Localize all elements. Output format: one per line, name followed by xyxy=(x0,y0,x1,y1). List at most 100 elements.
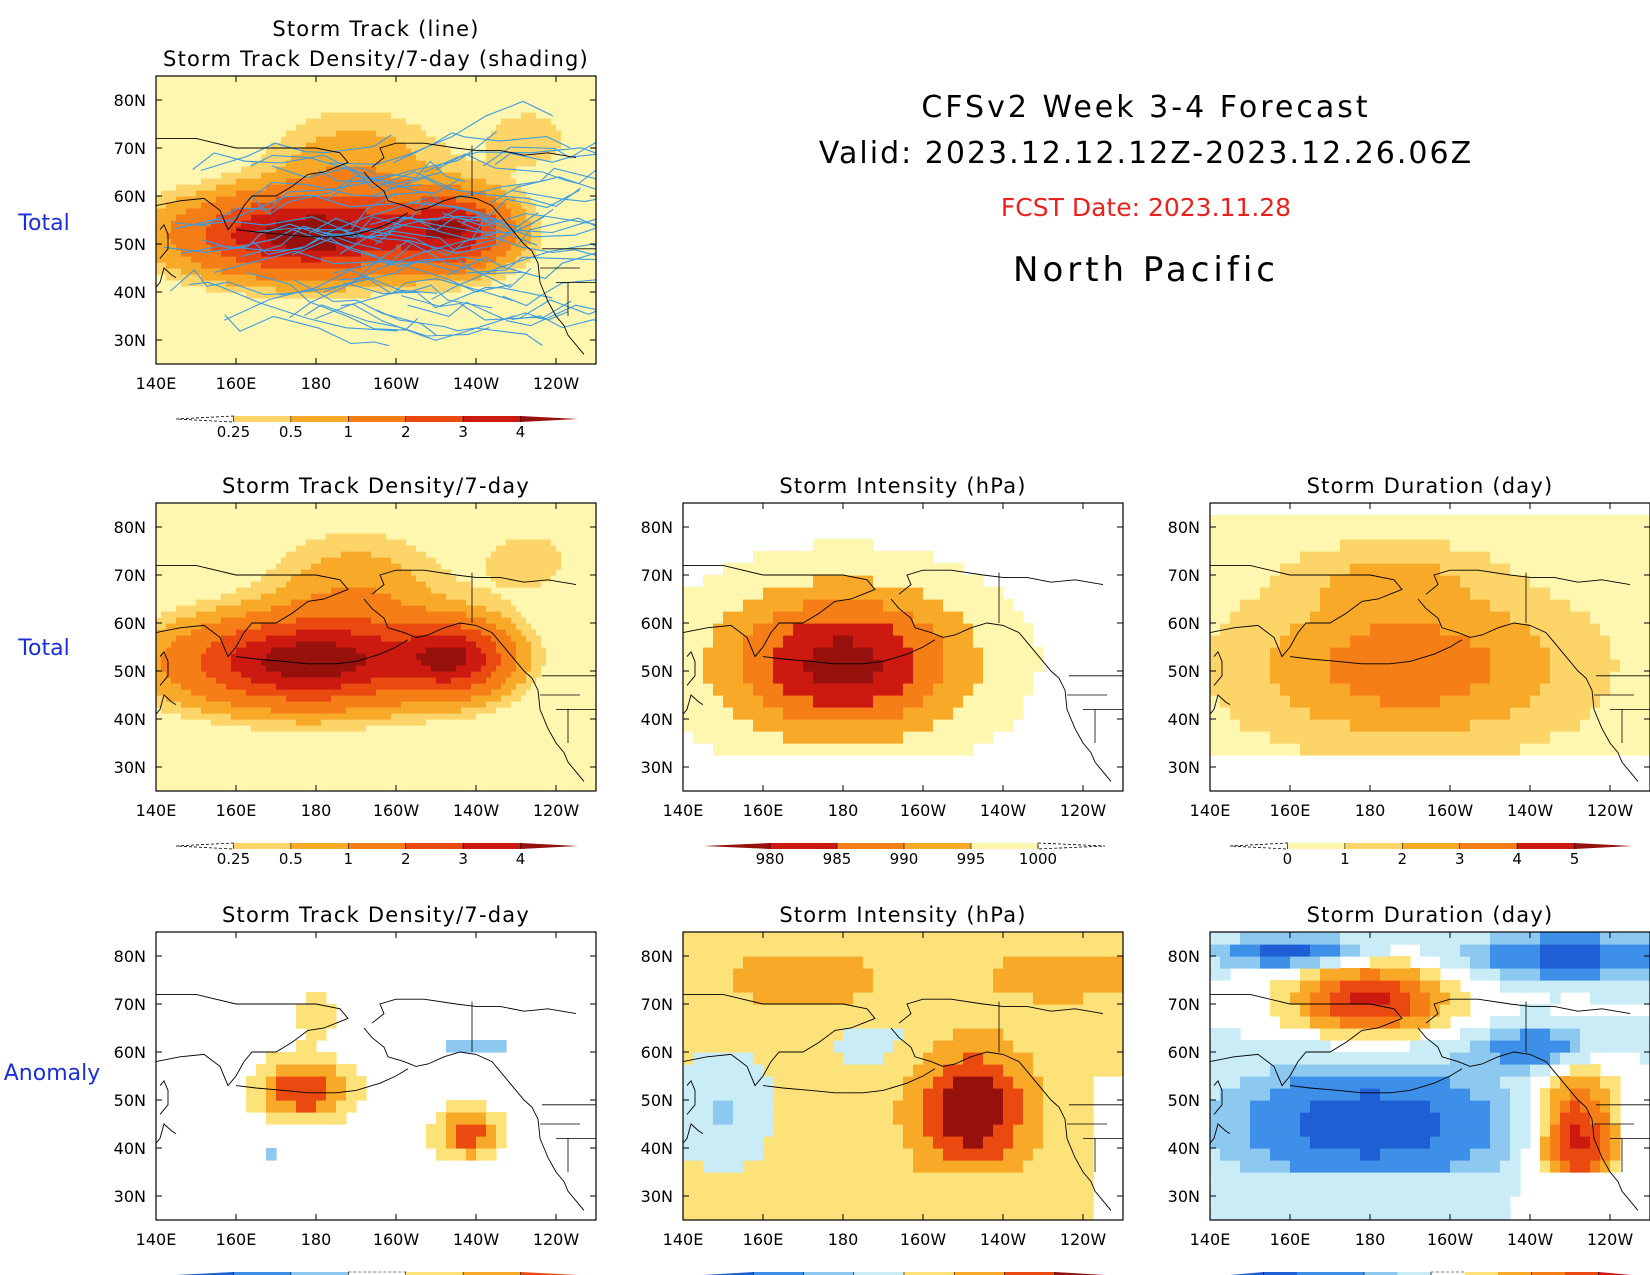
map-frame xyxy=(682,502,1124,792)
lon-tick-label: 140E xyxy=(1190,801,1231,820)
colorbar-swatch xyxy=(290,1272,349,1275)
coastlines xyxy=(156,993,585,1211)
map-frame xyxy=(155,931,597,1221)
colorbar-swatch xyxy=(1464,1272,1499,1275)
panel-track: Storm Track (line) Storm Track Density/7-… xyxy=(114,17,597,441)
lon-tick-label: 140E xyxy=(663,1230,704,1249)
lat-tick-label: 80N xyxy=(1168,518,1200,537)
colorbar-swatch xyxy=(703,1272,754,1275)
colorbar-swatch xyxy=(175,842,234,850)
boundaries xyxy=(998,572,1123,743)
colorbar-label: 2 xyxy=(401,850,411,868)
boundaries xyxy=(998,1001,1123,1172)
colorbar: -0.9-0.6-0.30.30.60.9 xyxy=(176,1271,578,1275)
colorbar-swatch xyxy=(1037,842,1106,850)
colorbar-label: 4 xyxy=(1512,850,1522,868)
panel-duration-anom: Storm Duration (day) 140E 160E 180 160W 140W 1… xyxy=(1168,903,1650,1275)
lat-tick-label: 40N xyxy=(114,1139,146,1158)
row-label-track: Total xyxy=(17,211,69,236)
lat-tick-label: 30N xyxy=(114,1187,146,1206)
lat-tick-label: 80N xyxy=(114,518,146,537)
lon-tick-label: 180 xyxy=(301,374,332,393)
lon-tick-label: 180 xyxy=(828,1230,859,1249)
lat-tick-label: 50N xyxy=(641,1091,673,1110)
lat-tick-label: 40N xyxy=(1168,1139,1200,1158)
lat-tick-label: 50N xyxy=(114,1091,146,1110)
lat-tick-label: 30N xyxy=(114,331,146,350)
coastlines xyxy=(156,564,585,782)
boundaries xyxy=(1525,572,1650,743)
lon-tick-label: 140E xyxy=(663,801,704,820)
panel-density-total: Storm Track Density/7-day 140E 160E 180 160W… xyxy=(114,474,597,868)
panel-duration-total: Storm Duration (day) 140E 160E 180 160W 140W 1… xyxy=(1168,474,1650,868)
colorbar: -6-4-20246 xyxy=(703,1272,1105,1275)
lon-tick-label: 140W xyxy=(453,801,500,820)
colorbar-label: 0.25 xyxy=(217,423,250,441)
boundaries xyxy=(471,1001,596,1172)
lat-tick-label: 70N xyxy=(114,139,146,158)
lon-tick-label: 160W xyxy=(900,801,947,820)
lat-tick-label: 30N xyxy=(1168,1187,1200,1206)
colorbar-swatch xyxy=(463,416,521,422)
lat-tick-label: 30N xyxy=(1168,758,1200,777)
colorbar-swatch xyxy=(703,843,770,849)
colorbar-label: 0 xyxy=(1283,850,1293,868)
lat-tick-label: 70N xyxy=(641,995,673,1014)
coastlines xyxy=(683,564,1112,782)
colorbar-swatch xyxy=(290,843,349,849)
colorbar-label: 0.5 xyxy=(279,850,303,868)
colorbar-swatch xyxy=(347,1271,407,1275)
header-valid-range: Valid: 2023.12.12.12Z-2023.12.26.06Z xyxy=(819,136,1473,171)
colorbar-label: 1000 xyxy=(1019,850,1057,868)
map-field xyxy=(683,503,1123,791)
lat-tick-label: 40N xyxy=(114,710,146,729)
colorbar-label: 2 xyxy=(401,423,411,441)
colorbar-label: 5 xyxy=(1570,850,1580,868)
colorbar-label: 1 xyxy=(1340,850,1350,868)
lat-tick-label: 70N xyxy=(114,995,146,1014)
lat-tick-label: 50N xyxy=(1168,1091,1200,1110)
colorbar-swatch xyxy=(405,843,464,849)
panel-title: Storm Track Density/7-day xyxy=(222,903,530,927)
colorbar-swatch xyxy=(1402,843,1461,849)
panel-title: Storm Track Density/7-day xyxy=(222,474,530,498)
colorbar-swatch xyxy=(803,1272,855,1275)
lon-tick-label: 120W xyxy=(1587,801,1634,820)
lon-tick-label: 180 xyxy=(1355,1230,1386,1249)
lon-tick-label: 140E xyxy=(136,374,177,393)
map-frame xyxy=(1209,931,1650,1221)
lon-tick-label: 140E xyxy=(1190,1230,1231,1249)
panel-intensity-total: Storm Intensity (hPa) 140E 160E 180 160W 140W… xyxy=(641,474,1124,868)
lon-tick-label: 160E xyxy=(216,801,257,820)
lon-tick-label: 160E xyxy=(1270,1230,1311,1249)
colorbar-swatch xyxy=(904,1272,955,1275)
colorbar-swatch xyxy=(1565,1272,1599,1275)
lon-tick-label: 160E xyxy=(743,801,784,820)
header-title: CFSv2 Week 3-4 Forecast xyxy=(921,90,1370,125)
colorbar-swatch xyxy=(971,843,1039,849)
lat-tick-label: 80N xyxy=(114,91,146,110)
colorbar: -0.4-0.200.20.4 xyxy=(1230,1271,1632,1275)
colorbar-label: 990 xyxy=(890,850,919,868)
row-labels: Total Total Anomaly xyxy=(4,211,101,1086)
colorbar: 980 985 990 995 1000 xyxy=(703,842,1106,868)
lat-tick-label: 70N xyxy=(641,566,673,585)
colorbar-swatch xyxy=(405,416,464,422)
map-frame xyxy=(155,75,597,365)
map-field xyxy=(683,932,1123,1220)
lon-tick-label: 120W xyxy=(1060,801,1107,820)
panels-layer: Storm Track (line) Storm Track Density/7-… xyxy=(114,17,1650,1275)
header-block: CFSv2 Week 3-4 Forecast Valid: 2023.12.1… xyxy=(819,90,1473,290)
colorbar-swatch xyxy=(1004,1272,1056,1275)
coastlines xyxy=(156,137,585,355)
colorbar-swatch xyxy=(1531,1272,1566,1275)
colorbar-swatch xyxy=(1598,1272,1632,1275)
colorbar-label: 2 xyxy=(1398,850,1408,868)
colorbar-swatch xyxy=(405,1272,464,1275)
lon-tick-label: 120W xyxy=(533,801,580,820)
lat-tick-label: 60N xyxy=(1168,614,1200,633)
lon-tick-label: 120W xyxy=(1587,1230,1634,1249)
lon-tick-label: 160W xyxy=(1427,801,1474,820)
panel-title: Storm Track Density/7-day (shading) xyxy=(163,47,589,71)
colorbar-swatch xyxy=(348,843,407,849)
